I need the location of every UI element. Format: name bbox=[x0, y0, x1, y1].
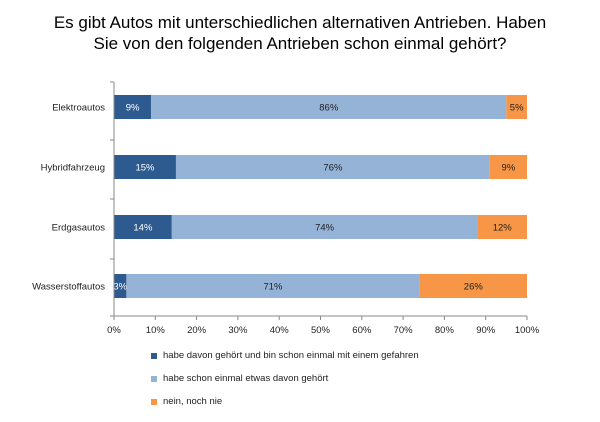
x-tick-label: 10% bbox=[146, 325, 166, 336]
legend-swatch-heard bbox=[151, 375, 157, 382]
bar-segment bbox=[175, 155, 490, 179]
legend-item-heard: habe schon einmal etwas davon gehört bbox=[151, 372, 419, 385]
chart-title: Es gibt Autos mit unterschiedlichen alte… bbox=[53, 13, 547, 53]
legend-item-never: nein, noch nie bbox=[151, 395, 419, 408]
legend-swatch-never bbox=[151, 398, 157, 405]
bar-segment bbox=[114, 274, 127, 298]
legend: habe davon gehört und bin schon einmal m… bbox=[151, 349, 419, 418]
bar-segment bbox=[171, 215, 478, 239]
legend-item-ridden: habe davon gehört und bin schon einmal m… bbox=[151, 349, 419, 362]
x-tick-label: 30% bbox=[228, 325, 248, 336]
bar-segment bbox=[477, 215, 527, 239]
bar-segment bbox=[114, 215, 172, 239]
data-label: 76% bbox=[323, 163, 343, 174]
legend-label-ridden: habe davon gehört und bin schon einmal m… bbox=[163, 350, 419, 361]
x-tick-label: 90% bbox=[476, 325, 496, 336]
data-label: 14% bbox=[133, 223, 153, 234]
data-label: 71% bbox=[263, 282, 283, 293]
data-label: 3% bbox=[113, 282, 127, 293]
x-tick-label: 60% bbox=[352, 325, 372, 336]
legend-label-heard: habe schon einmal etwas davon gehört bbox=[163, 373, 329, 384]
legend-swatch-ridden bbox=[151, 352, 157, 359]
data-label: 15% bbox=[135, 163, 155, 174]
category-label: Hybridfahrzeug bbox=[41, 163, 105, 174]
data-label: 74% bbox=[315, 223, 335, 234]
data-label: 86% bbox=[319, 103, 339, 114]
bar-segment bbox=[506, 95, 527, 119]
bar-segment bbox=[114, 95, 152, 119]
x-tick-label: 0% bbox=[107, 325, 121, 336]
data-label: 5% bbox=[510, 103, 524, 114]
axes-group: Elektroautos Hybridfahrzeug Erdgasautos Was… bbox=[32, 81, 540, 336]
bar-segment bbox=[114, 155, 176, 179]
data-label: 26% bbox=[464, 282, 484, 293]
x-tick-label: 20% bbox=[187, 325, 207, 336]
x-tick-label: 40% bbox=[270, 325, 290, 336]
bar-segment bbox=[419, 274, 527, 298]
category-label: Erdgasautos bbox=[52, 223, 106, 234]
x-tick-label: 80% bbox=[435, 325, 455, 336]
bar-segment bbox=[126, 274, 420, 298]
data-label: 9% bbox=[502, 163, 516, 174]
category-label: Elektroautos bbox=[52, 103, 105, 114]
bar-segment bbox=[489, 155, 527, 179]
legend-label-never: nein, noch nie bbox=[163, 396, 223, 407]
bars-group: 9% 86% 5% 15% 76% 9% 14% 74% 12% 3% 71% 26% bbox=[113, 95, 527, 298]
bar-segment bbox=[151, 95, 507, 119]
category-label: Wasserstoffautos bbox=[32, 282, 105, 293]
x-tick-label: 70% bbox=[394, 325, 414, 336]
data-label: 12% bbox=[493, 223, 513, 234]
x-tick-label: 50% bbox=[311, 325, 331, 336]
x-tick-label: 100% bbox=[515, 325, 540, 336]
data-label: 9% bbox=[126, 103, 140, 114]
